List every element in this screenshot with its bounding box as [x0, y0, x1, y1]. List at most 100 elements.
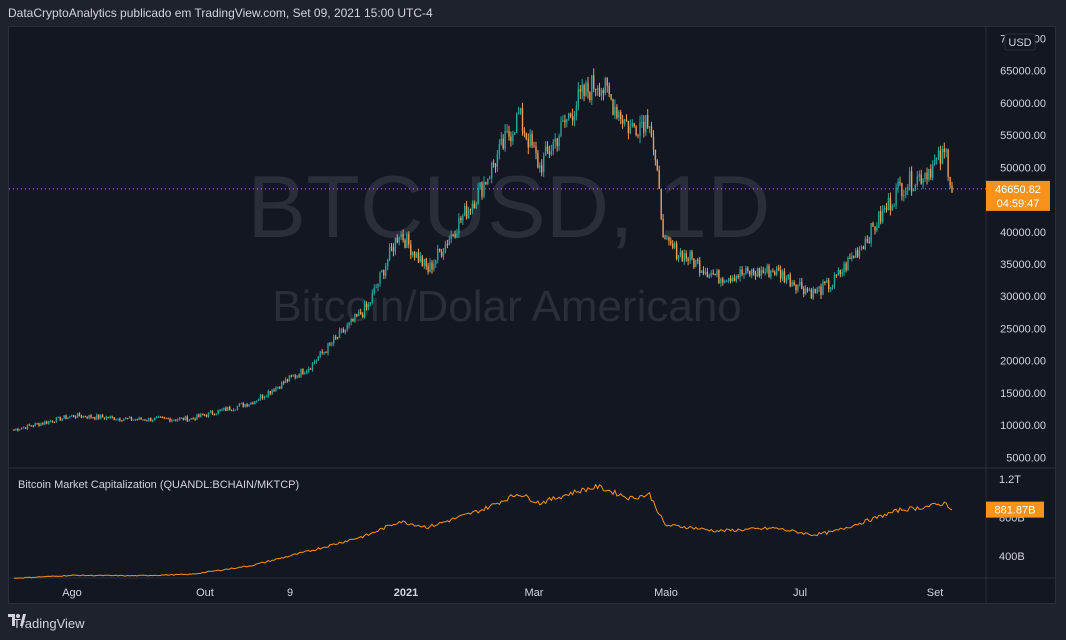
candle-body	[641, 122, 643, 123]
candle-body	[945, 149, 947, 153]
candle-body	[947, 149, 949, 177]
candle-body	[371, 293, 373, 303]
candle-body	[298, 375, 300, 377]
indicator-tick-label: 1.2T	[999, 474, 1021, 486]
candle-body	[142, 419, 144, 421]
candle-body	[113, 417, 115, 420]
candle-body	[344, 329, 346, 333]
candle-body	[157, 416, 160, 418]
candle-body	[720, 278, 722, 283]
candle-body	[309, 368, 312, 370]
candle-body	[311, 362, 314, 370]
candle-body	[229, 407, 231, 411]
candle-body	[554, 138, 556, 143]
candle-body	[508, 130, 510, 137]
candle-body	[148, 418, 150, 421]
candle-body	[562, 120, 564, 122]
candle-body	[471, 203, 474, 211]
candle-body	[895, 187, 897, 206]
candle-body	[398, 237, 400, 243]
candle-body	[290, 375, 293, 377]
candle-body	[704, 271, 707, 274]
currency-label[interactable]: USD	[1008, 37, 1031, 49]
candle-body	[783, 271, 786, 282]
candle-body	[331, 343, 333, 345]
candle-body	[288, 375, 291, 382]
candle-body	[431, 262, 433, 270]
price-chart[interactable]: BTCUSD, 1D Bitcoin/Dolar Americano Bitcoin…	[9, 27, 1056, 604]
time-axis-label: Maio	[654, 587, 678, 599]
candle-body	[448, 239, 450, 245]
candle-body	[169, 418, 171, 422]
candle-body	[190, 418, 192, 420]
candle-body	[868, 241, 870, 244]
tradingview-footer[interactable]: TradingView	[8, 614, 85, 632]
candle-body	[40, 423, 42, 426]
candle-body	[319, 351, 321, 357]
candle-body	[901, 183, 903, 197]
candle-body	[697, 259, 699, 261]
candle-body	[313, 361, 316, 363]
candle-body	[84, 415, 86, 418]
candle-body	[323, 352, 325, 354]
candle-body	[610, 94, 612, 100]
candle-body	[789, 274, 791, 286]
candle-body	[44, 421, 46, 425]
candle-body	[163, 417, 165, 419]
candle-body	[385, 266, 387, 276]
candle-body	[265, 396, 267, 398]
candle-body	[400, 233, 402, 238]
candle-body	[504, 131, 506, 149]
candle-body	[388, 246, 391, 261]
candle-body	[392, 247, 395, 252]
candle-body	[858, 248, 861, 257]
candle-body	[647, 115, 649, 128]
candle-body	[837, 270, 840, 276]
indicator-last-badge	[986, 501, 1044, 518]
price-tick-label: 25000.00	[1000, 324, 1046, 336]
time-axis-label: Ago	[62, 587, 82, 599]
candle-body	[506, 130, 508, 132]
candle-body	[217, 410, 219, 414]
candle-body	[283, 381, 285, 383]
candle-body	[793, 282, 795, 285]
indicator-title: Bitcoin Market Capitalization (QUANDL:BC…	[18, 479, 299, 491]
candle-body	[340, 329, 343, 331]
candle-body	[338, 330, 341, 338]
candle-body	[240, 403, 242, 405]
candle-body	[360, 311, 362, 315]
candle-body	[440, 251, 443, 257]
candle-body	[13, 429, 15, 431]
candle-body	[202, 414, 204, 416]
candle-body	[772, 270, 774, 272]
candle-body	[335, 337, 337, 339]
candle-body	[741, 269, 743, 275]
candle-body	[500, 138, 502, 144]
candle-body	[439, 249, 441, 252]
currency-badge[interactable]	[1004, 33, 1036, 51]
candle-body	[874, 226, 876, 231]
candle-body	[86, 417, 88, 419]
candle-body	[211, 411, 214, 415]
candle-body	[951, 185, 953, 193]
candle-body	[315, 360, 318, 362]
candle-body	[365, 303, 368, 308]
candle-body	[34, 423, 36, 427]
candle-body	[435, 259, 437, 264]
candle-body	[664, 237, 666, 239]
price-tick-label: 35000.00	[1000, 259, 1046, 271]
candle-body	[223, 407, 225, 410]
candle-body	[739, 269, 741, 278]
price-tick-label: 50000.00	[1000, 162, 1046, 174]
candle-body	[914, 184, 917, 191]
candle-body	[485, 182, 487, 184]
candle-body	[593, 75, 595, 89]
candle-body	[230, 410, 233, 412]
candle-body	[101, 415, 104, 418]
candle-body	[512, 134, 514, 142]
candle-body	[839, 270, 841, 275]
candle-body	[722, 278, 724, 283]
candle-body	[182, 417, 185, 420]
chart-panel[interactable]: BTCUSD, 1D Bitcoin/Dolar Americano Bitcoin…	[8, 26, 1056, 604]
candle-body	[446, 243, 449, 245]
